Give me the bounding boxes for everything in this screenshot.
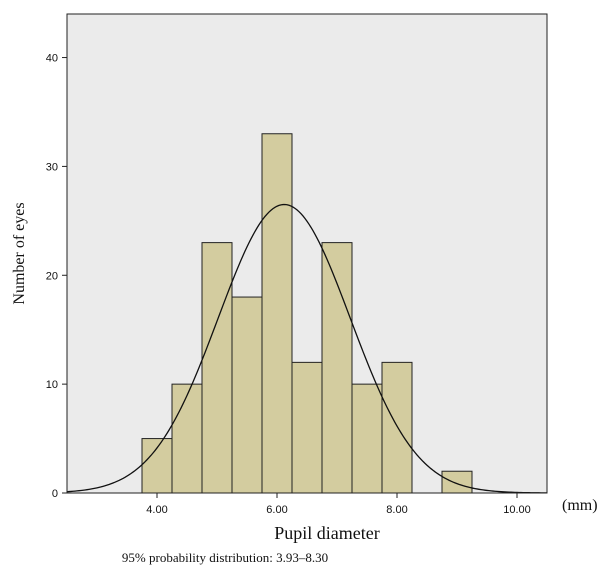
histogram-bar xyxy=(351,383,383,494)
histogram-bar xyxy=(171,383,203,494)
normal-distribution-curve xyxy=(66,203,548,494)
histogram-bar xyxy=(261,133,293,494)
histogram-bar xyxy=(441,470,473,494)
x-axis: 4.00 6.00 8.00 10.00 xyxy=(146,493,531,516)
histogram-bar xyxy=(381,361,413,494)
histogram-bar xyxy=(201,242,233,494)
y-tick-label: 40 xyxy=(46,53,58,65)
x-tick-label: 10.00 xyxy=(503,504,531,516)
y-tick-label: 20 xyxy=(46,270,58,282)
histogram-bar xyxy=(321,242,353,494)
histogram-bar xyxy=(231,296,263,494)
x-axis-unit: (mm) xyxy=(562,497,598,514)
x-tick-label: 6.00 xyxy=(266,504,287,516)
x-axis-label: Pupil diameter xyxy=(274,523,379,543)
y-axis-label: Number of eyes xyxy=(11,202,28,304)
bars-group xyxy=(141,133,473,494)
x-tick-label: 8.00 xyxy=(386,504,407,516)
x-tick-label: 4.00 xyxy=(146,504,167,516)
plot-frame xyxy=(66,13,548,494)
footnote: 95% probability distribution: 3.93–8.30 xyxy=(122,550,328,565)
histogram-bar xyxy=(141,438,173,494)
y-axis: 0 10 20 30 40 xyxy=(46,53,67,500)
y-tick-label: 10 xyxy=(46,379,58,391)
histogram-bar xyxy=(291,361,323,494)
y-tick-label: 0 xyxy=(52,488,58,500)
y-tick-label: 30 xyxy=(46,161,58,173)
